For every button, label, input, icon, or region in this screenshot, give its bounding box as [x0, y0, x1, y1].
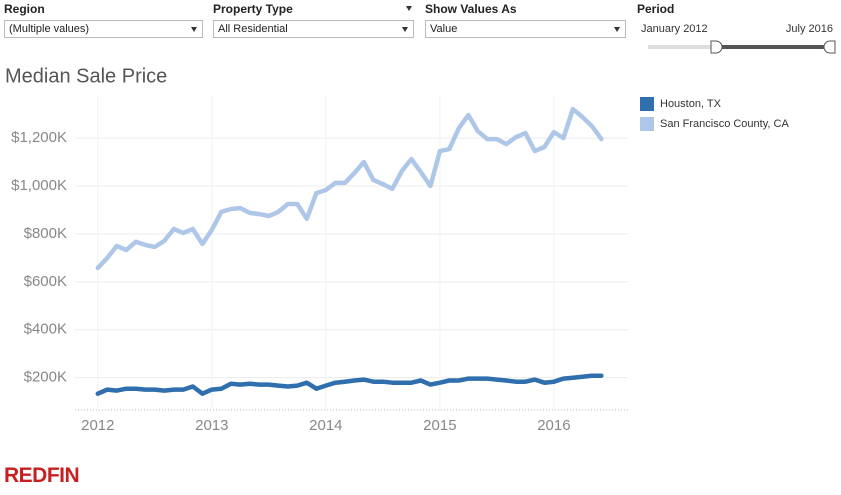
slider-handle-end[interactable] [823, 40, 836, 54]
menu-arrow [406, 6, 412, 11]
dropdown-value: All Residential [218, 23, 288, 35]
brand-logo: REDFIN [4, 464, 80, 487]
legend-swatch [640, 97, 654, 111]
dropdown-arrow [191, 27, 197, 32]
legend-label: Houston, TX [660, 98, 722, 110]
filter-label: Region [4, 2, 45, 16]
x-tick-label: 2016 [537, 417, 570, 434]
chart-title: Median Sale Price [5, 65, 167, 87]
y-tick-label: $600K [24, 273, 67, 290]
series-line [95, 373, 604, 396]
period-end: July 2016 [786, 23, 833, 35]
dropdown-arrow [614, 27, 620, 32]
series-line [95, 106, 604, 271]
y-tick-label: $400K [24, 321, 67, 338]
legend-swatch [640, 117, 654, 131]
y-tick-label: $1,000K [11, 177, 67, 194]
x-tick-label: 2014 [309, 417, 342, 434]
dropdown[interactable]: All Residential [213, 20, 414, 38]
filter-label: Property Type [213, 2, 293, 16]
x-tick-label: 2015 [423, 417, 456, 434]
y-tick-label: $800K [24, 225, 67, 242]
dropdown-arrow [402, 27, 408, 32]
dropdown-value: (Multiple values) [9, 23, 90, 35]
filter-label: Show Values As [425, 2, 517, 16]
legend-label: San Francisco County, CA [660, 118, 789, 130]
period-start: January 2012 [641, 23, 708, 35]
y-tick-label: $200K [24, 369, 67, 386]
dropdown[interactable]: (Multiple values) [4, 20, 203, 38]
dropdown[interactable]: Value [425, 20, 626, 38]
x-tick-label: 2013 [195, 417, 228, 434]
x-tick-label: 2012 [81, 417, 114, 434]
dropdown-value: Value [430, 23, 458, 35]
filter-menu[interactable] [402, 4, 414, 14]
slider-range[interactable] [716, 45, 830, 49]
slider-handle-start[interactable] [710, 40, 723, 54]
period-label: Period [637, 2, 675, 16]
y-tick-label: $1,200K [11, 129, 67, 146]
